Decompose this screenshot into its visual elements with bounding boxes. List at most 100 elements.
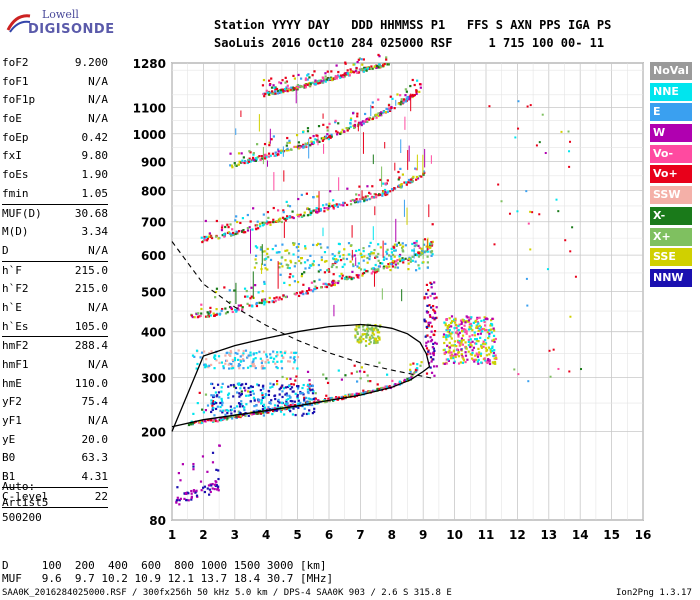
echo-point [267,406,270,409]
echo-point [268,144,271,147]
echo-point [269,91,272,94]
echo-point [233,357,237,360]
param-label: B1 [2,470,16,484]
echo-point [211,451,215,454]
echo-point [452,354,455,357]
echo-point [351,393,354,396]
echo-point [460,353,463,356]
echo-point [368,67,371,70]
param-row: MUF(D) 30.68 [2,205,108,224]
echo-point [557,367,560,370]
echo-point [374,263,377,267]
echo-point [377,66,380,69]
echo-point [192,490,196,493]
echo-point [323,271,327,274]
echo-point [425,341,428,344]
echo-point [484,324,487,327]
echo-point [211,487,214,490]
echo-point [358,325,361,329]
echo-point [413,241,416,245]
echo-point [276,353,279,357]
echo-point [380,65,383,68]
echo-point [221,404,224,407]
param-row: D N/A [2,242,108,261]
echo-point [258,155,261,158]
echo-point [211,461,215,464]
echo-point [387,190,390,193]
echo-point [475,342,478,345]
echo-point [397,241,401,244]
echo-point [216,420,219,423]
echo-point [358,57,362,60]
echo-point [220,399,224,402]
echo-point [334,75,337,78]
echo-point [405,90,408,93]
echo-point [448,324,451,327]
echo-point [482,319,486,322]
echo-point [210,350,213,353]
echo-point [235,215,238,218]
echo-point [389,95,392,98]
echo-point [366,195,369,198]
echo-point [297,255,300,259]
echo-point [310,142,313,145]
echo-point [358,248,361,252]
echo-point [429,336,432,339]
echo-point [320,256,323,259]
echo-point [339,258,343,262]
echo-point [386,373,389,376]
echo-point [219,405,222,409]
echo-point [331,283,334,286]
echo-point [484,329,487,332]
param-value: 75.4 [81,395,109,409]
echo-point [427,289,430,292]
echo-point [479,354,483,357]
echo-point [480,345,483,348]
echo-point [430,282,433,286]
echo-point [246,229,250,232]
echo-point [433,281,436,284]
echo-point [460,321,464,324]
echo-point [376,341,379,344]
echo-point [385,56,388,59]
echo-point [279,89,283,92]
echo-point [363,66,366,69]
x-tick-label: 4 [262,528,270,542]
echo-point [391,265,395,268]
echo-point [375,116,378,119]
echo-point [262,213,265,216]
echo-point [473,360,476,363]
echo-point [386,110,389,114]
echo-point [236,232,239,235]
echo-point [277,298,280,301]
echo-point [273,404,277,407]
echo-point [409,363,412,366]
echo-point [422,243,426,246]
echo-point [240,384,243,387]
echo-point [303,261,307,264]
echo-point [241,306,244,309]
echo-point [263,157,267,160]
echo-point [359,339,362,342]
echo-point [376,331,379,334]
echo-point [418,83,422,86]
x-tick-label: 15 [603,528,620,542]
echo-point [331,204,334,208]
echo-point [274,92,277,95]
digisonde-logo: Lowell DIGISONDE [4,6,114,42]
echo-point [286,264,290,267]
echo-point [258,399,261,402]
echo-point [391,253,395,257]
echo-point [262,411,265,414]
echo-point [279,273,282,276]
echo-point [219,312,222,315]
echo-point [274,397,277,401]
echo-point [357,71,361,74]
echo-point [378,63,381,66]
echo-point [254,357,257,360]
echo-point [267,256,270,259]
echo-point [288,141,291,144]
echo-point [487,336,490,340]
echo-point [264,92,267,96]
echo-point [479,336,482,339]
